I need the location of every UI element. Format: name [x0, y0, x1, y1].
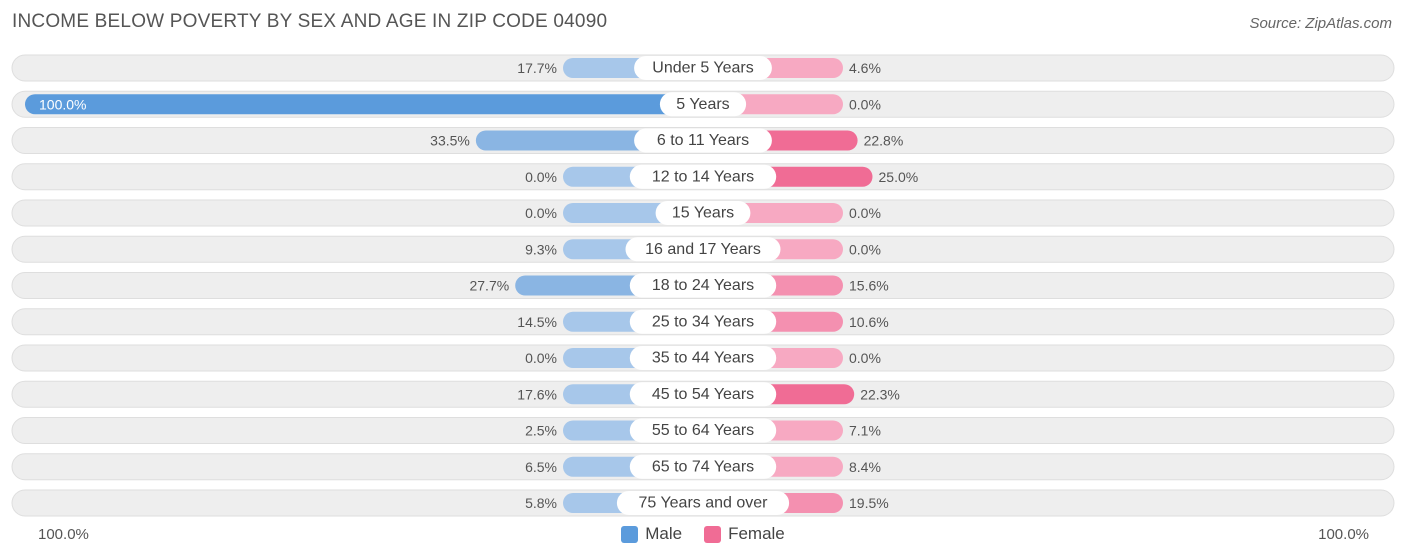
female-value-label: 7.1%	[849, 423, 881, 439]
male-value-label: 9.3%	[525, 241, 557, 257]
category-pill	[629, 382, 777, 407]
axis-left-label: 100.0%	[38, 526, 89, 543]
category-pill	[629, 346, 777, 370]
female-value-label: 0.0%	[849, 96, 881, 112]
category-pill	[629, 418, 777, 443]
category-label: Under 5 Years	[652, 60, 753, 77]
category-label: 25 to 34 Years	[652, 313, 754, 330]
legend-item-male: Male	[621, 524, 682, 544]
category-pill	[616, 491, 790, 515]
male-value-label: 14.5%	[517, 314, 557, 330]
female-value-label: 8.4%	[849, 459, 881, 475]
category-label: 75 Years and over	[639, 495, 769, 512]
legend-label-male: Male	[645, 524, 683, 543]
female-value-label: 15.6%	[849, 278, 889, 294]
male-value-label: 100.0%	[39, 96, 86, 112]
male-value-label: 5.8%	[525, 495, 557, 511]
category-pill	[625, 237, 781, 262]
male-value-label: 33.5%	[430, 133, 470, 149]
male-value-label: 27.7%	[469, 278, 509, 294]
category-pill	[634, 56, 772, 80]
source-label: Source: ZipAtlas.com	[1249, 15, 1392, 32]
legend-item-female: Female	[704, 524, 785, 544]
category-label: 55 to 64 Years	[652, 422, 754, 439]
category-pill	[629, 164, 777, 189]
legend: Male Female	[0, 524, 1406, 544]
male-value-label: 2.5%	[525, 423, 557, 439]
legend-swatch-male	[621, 525, 639, 543]
category-pill	[634, 128, 772, 153]
chart-title: INCOME BELOW POVERTY BY SEX AND AGE IN Z…	[12, 11, 608, 32]
category-label: 15 Years	[672, 205, 734, 222]
category-label: 65 to 74 Years	[652, 458, 754, 475]
male-value-label: 17.6%	[517, 386, 557, 402]
male-value-label: 17.7%	[517, 60, 557, 76]
category-label: 16 and 17 Years	[645, 241, 761, 258]
male-value-label: 0.0%	[525, 169, 557, 185]
female-value-label: 4.6%	[849, 60, 881, 76]
category-pill	[655, 201, 751, 225]
category-label: 5 Years	[676, 96, 729, 113]
female-value-label: 19.5%	[849, 495, 889, 511]
male-value-label: 0.0%	[525, 205, 557, 221]
legend-label-female: Female	[728, 524, 785, 543]
female-value-label: 10.6%	[849, 314, 889, 330]
category-label: 45 to 54 Years	[652, 386, 754, 403]
category-pill	[659, 92, 747, 117]
female-value-label: 0.0%	[849, 205, 881, 221]
category-label: 6 to 11 Years	[657, 132, 749, 149]
category-label: 18 to 24 Years	[652, 277, 754, 294]
female-value-label: 22.8%	[864, 133, 904, 149]
category-label: 12 to 14 Years	[652, 168, 754, 185]
legend-swatch-female	[704, 525, 722, 543]
category-pill	[629, 273, 777, 298]
axis-right-label: 100.0%	[1318, 526, 1369, 543]
male-bar	[25, 94, 703, 115]
category-pill	[629, 454, 777, 479]
female-value-label: 22.3%	[860, 386, 900, 402]
female-value-label: 0.0%	[849, 241, 881, 257]
category-pill	[629, 309, 777, 334]
female-value-label: 0.0%	[849, 350, 881, 366]
male-value-label: 6.5%	[525, 459, 557, 475]
category-label: 35 to 44 Years	[652, 350, 754, 367]
male-value-label: 0.0%	[525, 350, 557, 366]
chart-area: 17.7% 4.6% Under 5 Years 100.0% 0.0% 5 Years 3…	[11, 54, 1395, 517]
female-value-label: 25.0%	[879, 169, 919, 185]
